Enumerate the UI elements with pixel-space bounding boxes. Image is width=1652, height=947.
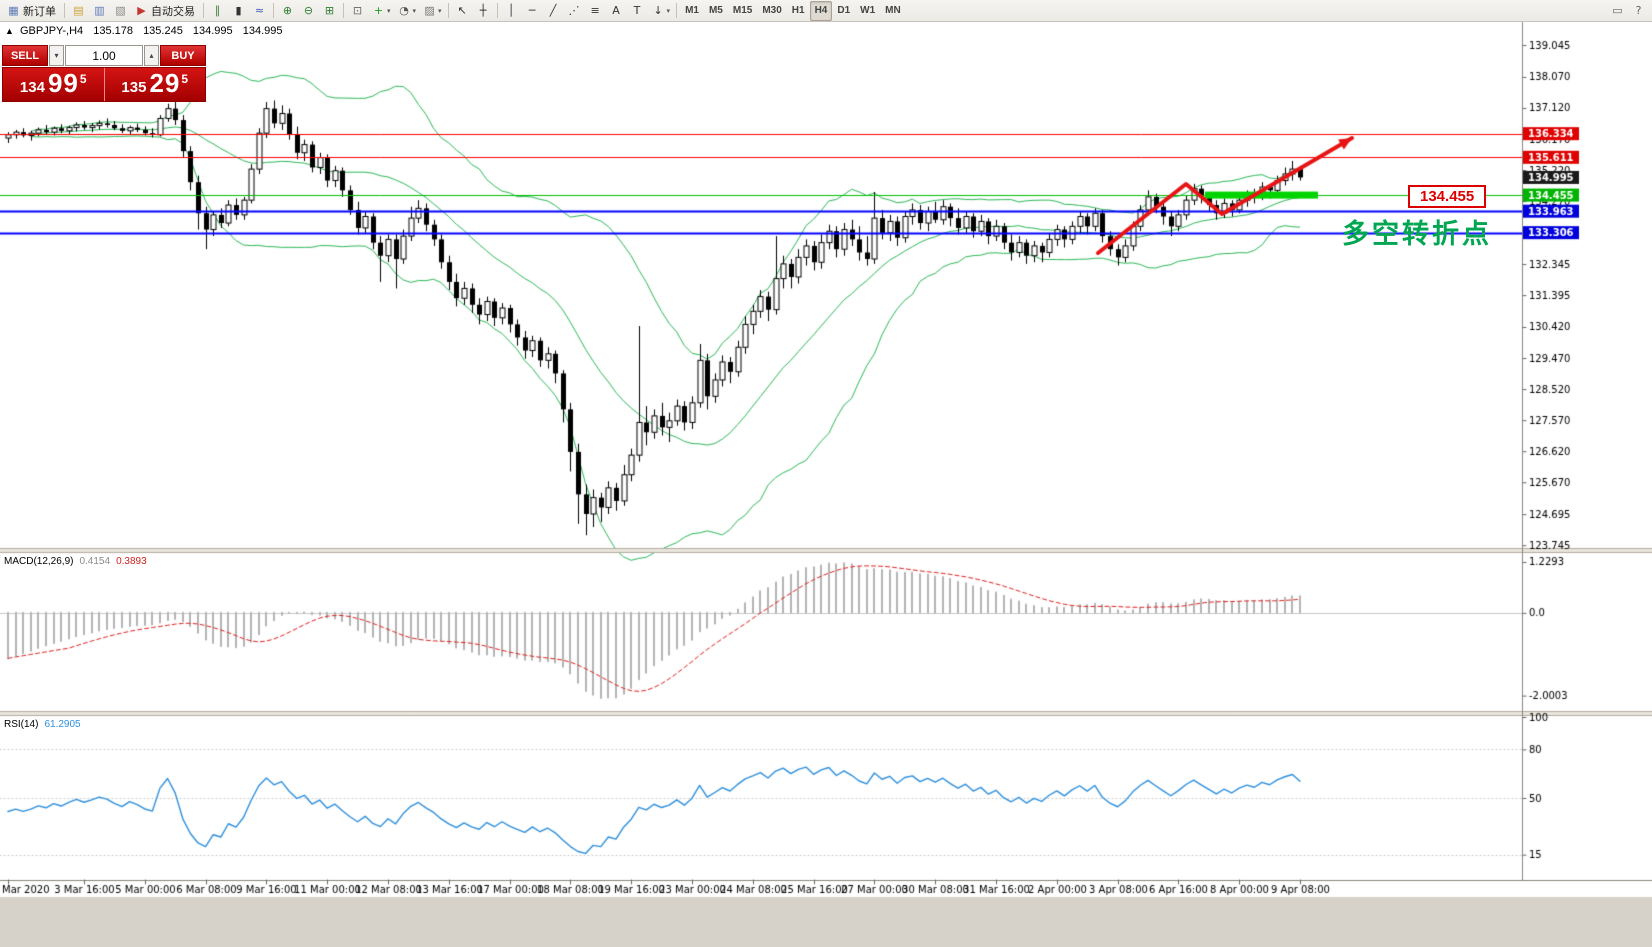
- line-chart-icon[interactable]: ≈: [254, 3, 265, 17]
- tf-m15-button[interactable]: M15: [732, 5, 753, 16]
- label-icon[interactable]: T: [633, 3, 641, 17]
- toolbar: ▦ 新订单 ▤ ▥ ▧ ▶ 自动交易 ∥ ▮ ≈ ⊕ ⊖ ⊞ ⊡ + ▾ ◔ ▾ ▨ ▾ ↖ ┼ │ ─ ╱ ⋰ ≡ A T ↓ ▾ M1 M5…: [0, 0, 1652, 22]
- sell-price-point: 5: [79, 72, 87, 86]
- macd-name: MACD(12,26,9): [4, 556, 74, 567]
- channel-icon[interactable]: ⋰: [568, 3, 580, 17]
- buy-price-point: 5: [181, 72, 189, 86]
- text-icon[interactable]: A: [612, 3, 620, 17]
- profile-icon[interactable]: ▥: [94, 3, 105, 17]
- periods-button[interactable]: ◔ ▾: [399, 3, 417, 17]
- tf-h1-button[interactable]: H1: [791, 5, 805, 16]
- macd-indicator-label: MACD(12,26,9) 0.4154 0.3893: [4, 556, 153, 567]
- trendline-icon[interactable]: ╱: [549, 3, 557, 17]
- tf-m1-button[interactable]: M1: [685, 5, 699, 16]
- rsi-value: 61.2905: [44, 719, 81, 730]
- shapes-button[interactable]: ↓ ▾: [653, 3, 671, 17]
- new-order-button[interactable]: ▦ 新订单: [8, 3, 56, 18]
- symbol-info: ▲ GBPJPY-,H4 135.178 135.245 134.995 134…: [5, 25, 282, 37]
- crosshair-icon[interactable]: ┼: [479, 3, 487, 17]
- help-icon[interactable]: ?: [1635, 3, 1642, 17]
- data-window-icon[interactable]: ▧: [115, 3, 126, 17]
- tf-mn-button[interactable]: MN: [885, 5, 901, 16]
- tf-d1-button[interactable]: D1: [837, 5, 851, 16]
- vertical-line-icon[interactable]: │: [507, 3, 515, 17]
- cursor-icon[interactable]: ↖: [457, 3, 467, 17]
- price-callout-label[interactable]: 134.455: [1408, 185, 1487, 208]
- macd-main-value: 0.4154: [79, 556, 111, 567]
- rsi-indicator-label: RSI(14) 61.2905: [4, 719, 87, 730]
- tf-h4-button[interactable]: H4: [809, 0, 833, 21]
- volume-increase-button[interactable]: ▴: [144, 45, 159, 66]
- chart-window-icon[interactable]: ▤: [73, 3, 84, 17]
- tf-w1-button[interactable]: W1: [860, 5, 876, 16]
- templates-button[interactable]: ▨ ▾: [424, 3, 442, 17]
- macd-signal-value: 0.3893: [116, 556, 147, 567]
- tf-m5-button[interactable]: M5: [708, 5, 723, 16]
- symbol-title: GBPJPY-,H4: [19, 25, 84, 37]
- sell-price-int: 134: [19, 79, 45, 96]
- sell-price-pips: 99: [47, 68, 79, 98]
- window-icon[interactable]: ▭: [1612, 3, 1623, 17]
- fibonacci-icon[interactable]: ≡: [590, 3, 600, 17]
- indicators-button[interactable]: + ▾: [373, 3, 391, 17]
- collapse-trade-panel-icon[interactable]: ▲: [5, 26, 14, 36]
- grid-icon[interactable]: ⊞: [324, 3, 335, 17]
- bar-chart-icon[interactable]: ∥: [214, 3, 221, 17]
- buy-button[interactable]: BUY: [160, 45, 206, 66]
- autotrading-button[interactable]: ▶ 自动交易: [137, 3, 195, 18]
- buy-price[interactable]: 135 29 5: [104, 68, 205, 101]
- buy-price-pips: 29: [149, 68, 181, 98]
- buy-price-int: 135: [121, 79, 147, 96]
- tf-m30-button[interactable]: M30: [762, 5, 782, 16]
- turning-point-note[interactable]: 多空转折点: [1342, 219, 1492, 250]
- ohlc-close: 134.995: [242, 25, 283, 37]
- one-click-trading-panel: SELL ▾ 1.00 ▴ BUY 134 99 5 135 29 5: [2, 45, 206, 102]
- sell-price[interactable]: 134 99 5: [3, 68, 105, 101]
- ohlc-open: 135.178: [93, 25, 133, 37]
- ohlc-high: 135.245: [143, 25, 183, 37]
- volume-input[interactable]: 1.00: [65, 45, 143, 66]
- horizontal-line-icon[interactable]: ─: [528, 3, 536, 17]
- rsi-name: RSI(14): [4, 719, 39, 730]
- sell-button[interactable]: SELL: [2, 45, 48, 66]
- tile-windows-icon[interactable]: ⊡: [352, 3, 363, 17]
- volume-decrease-button[interactable]: ▾: [49, 45, 64, 66]
- zoom-in-icon[interactable]: ⊕: [282, 3, 293, 17]
- zoom-out-icon[interactable]: ⊖: [303, 3, 314, 17]
- ohlc-low: 134.995: [192, 25, 233, 37]
- candlestick-chart-icon[interactable]: ▮: [235, 3, 242, 17]
